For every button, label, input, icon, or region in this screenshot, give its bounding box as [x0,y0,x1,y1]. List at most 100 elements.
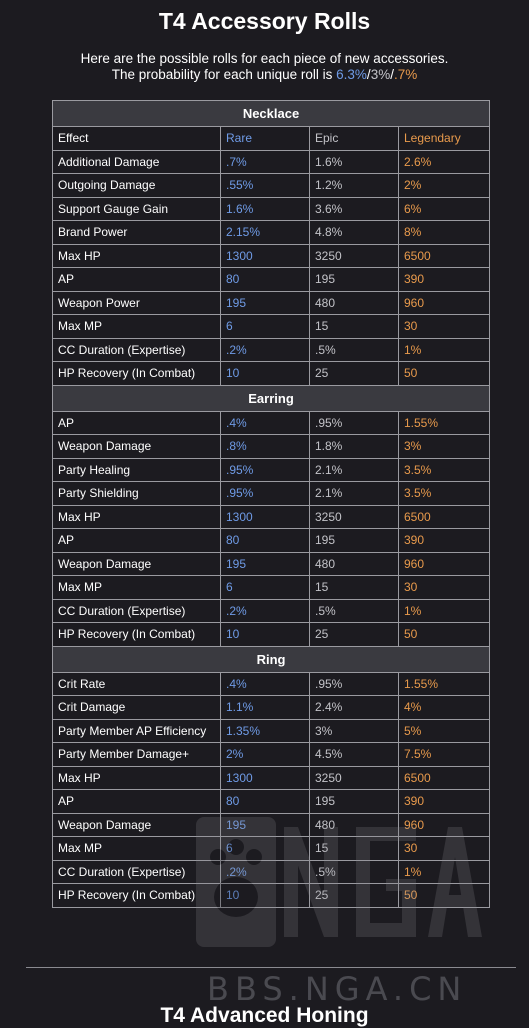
rare-value-cell: 6 [220,836,310,861]
epic-value-cell: 15 [309,314,399,339]
table-row: AP 80 195 390 [52,267,491,292]
table-row: HP Recovery (In Combat) 10 25 50 [52,622,491,647]
table-row: CC Duration (Expertise) .2% .5% 1% [52,598,491,623]
effect-cell: Max MP [52,575,221,600]
rare-value-cell: 1.6% [220,196,310,221]
rare-value-cell: 80 [220,528,310,553]
rare-value-cell: 1.1% [220,695,310,720]
rare-value-cell: 1300 [220,504,310,529]
rare-value-cell: .2% [220,337,310,362]
legendary-value-cell: 1.55% [397,410,491,435]
intro-line-2: The probability for each unique roll is … [0,67,529,83]
table-row: HP Recovery (In Combat) 10 25 50 [52,361,491,386]
rare-value-cell: .55% [220,173,310,198]
legendary-value-cell: 390 [397,267,491,292]
epic-value-cell: .5% [309,859,399,884]
rare-value-cell: 1.35% [220,718,310,743]
effect-cell: Weapon Power [52,290,221,315]
legendary-value-cell: 1.55% [397,671,491,696]
header-rare: Rare [220,126,310,151]
table-row: Party Member Damage+ 2% 4.5% 7.5% [52,742,491,767]
table-row: Max MP 6 15 30 [52,314,491,339]
rare-probability: 6.3% [336,67,367,82]
legendary-value-cell: 2% [397,173,491,198]
legendary-value-cell: 960 [397,551,491,576]
epic-value-cell: 1.2% [309,173,399,198]
rare-value-cell: .2% [220,859,310,884]
epic-value-cell: 25 [309,622,399,647]
effect-cell: AP [52,410,221,435]
intro-line-1: Here are the possible rolls for each pie… [80,51,449,66]
table-row: HP Recovery (In Combat) 10 25 50 [52,883,491,908]
header-epic: Epic [309,126,399,151]
legendary-value-cell: 50 [397,622,491,647]
epic-value-cell: 4.5% [309,742,399,767]
table-row: Additional Damage .7% 1.6% 2.6% [52,149,491,174]
section-divider [26,967,516,968]
effect-cell: AP [52,528,221,553]
rare-value-cell: .95% [220,481,310,506]
legendary-value-cell: 1% [397,859,491,884]
section-header-row: Earring [51,384,491,412]
rare-value-cell: 195 [220,812,310,837]
epic-value-cell: 2.1% [309,481,399,506]
legendary-value-cell: 30 [397,836,491,861]
table-row: AP 80 195 390 [52,528,491,553]
legendary-value-cell: 6500 [397,504,491,529]
epic-value-cell: .5% [309,598,399,623]
section-header-row: Ring [51,645,491,673]
effect-cell: Brand Power [52,220,221,245]
epic-value-cell: 2.4% [309,695,399,720]
effect-cell: CC Duration (Expertise) [52,859,221,884]
table-row: Weapon Damage 195 480 960 [52,812,491,837]
epic-value-cell: .95% [309,671,399,696]
effect-cell: Party Shielding [52,481,221,506]
legendary-probability: .7% [393,67,418,82]
table-row: Outgoing Damage .55% 1.2% 2% [52,173,491,198]
effect-cell: Weapon Damage [52,434,221,459]
legendary-value-cell: 30 [397,314,491,339]
rare-value-cell: .4% [220,671,310,696]
rare-value-cell: 1300 [220,243,310,268]
table-row: Party Shielding .95% 2.1% 3.5% [52,481,491,506]
epic-value-cell: 3250 [309,765,399,790]
rare-value-cell: 80 [220,789,310,814]
epic-value-cell: 195 [309,267,399,292]
separator: / [366,67,371,82]
table-row: Max HP 1300 3250 6500 [52,765,491,790]
effect-cell: Weapon Damage [52,812,221,837]
section-title: Earring [51,384,491,412]
epic-value-cell: 25 [309,361,399,386]
legendary-value-cell: 6500 [397,243,491,268]
rare-value-cell: .7% [220,149,310,174]
effect-cell: Support Gauge Gain [52,196,221,221]
epic-value-cell: 3.6% [309,196,399,221]
table-row: Support Gauge Gain 1.6% 3.6% 6% [52,196,491,221]
legendary-value-cell: 390 [397,528,491,553]
epic-value-cell: 480 [309,551,399,576]
legendary-value-cell: 50 [397,361,491,386]
effect-cell: CC Duration (Expertise) [52,598,221,623]
legendary-value-cell: 7.5% [397,742,491,767]
effect-cell: Max MP [52,314,221,339]
legendary-value-cell: 6500 [397,765,491,790]
table-row: Crit Damage 1.1% 2.4% 4% [52,695,491,720]
effect-cell: Party Member Damage+ [52,742,221,767]
rare-value-cell: 10 [220,622,310,647]
table-row: AP .4% .95% 1.55% [52,410,491,435]
epic-value-cell: 480 [309,812,399,837]
epic-value-cell: 15 [309,836,399,861]
rare-value-cell: 10 [220,883,310,908]
section-title: Ring [51,645,491,673]
effect-cell: HP Recovery (In Combat) [52,883,221,908]
legendary-value-cell: 1% [397,337,491,362]
legendary-value-cell: 5% [397,718,491,743]
epic-value-cell: 1.8% [309,434,399,459]
legendary-value-cell: 3.5% [397,481,491,506]
section-title: Necklace [51,100,491,127]
table-row: Weapon Damage .8% 1.8% 3% [52,434,491,459]
rare-value-cell: 195 [220,290,310,315]
epic-value-cell: 3250 [309,243,399,268]
rare-value-cell: .4% [220,410,310,435]
epic-value-cell: .95% [309,410,399,435]
